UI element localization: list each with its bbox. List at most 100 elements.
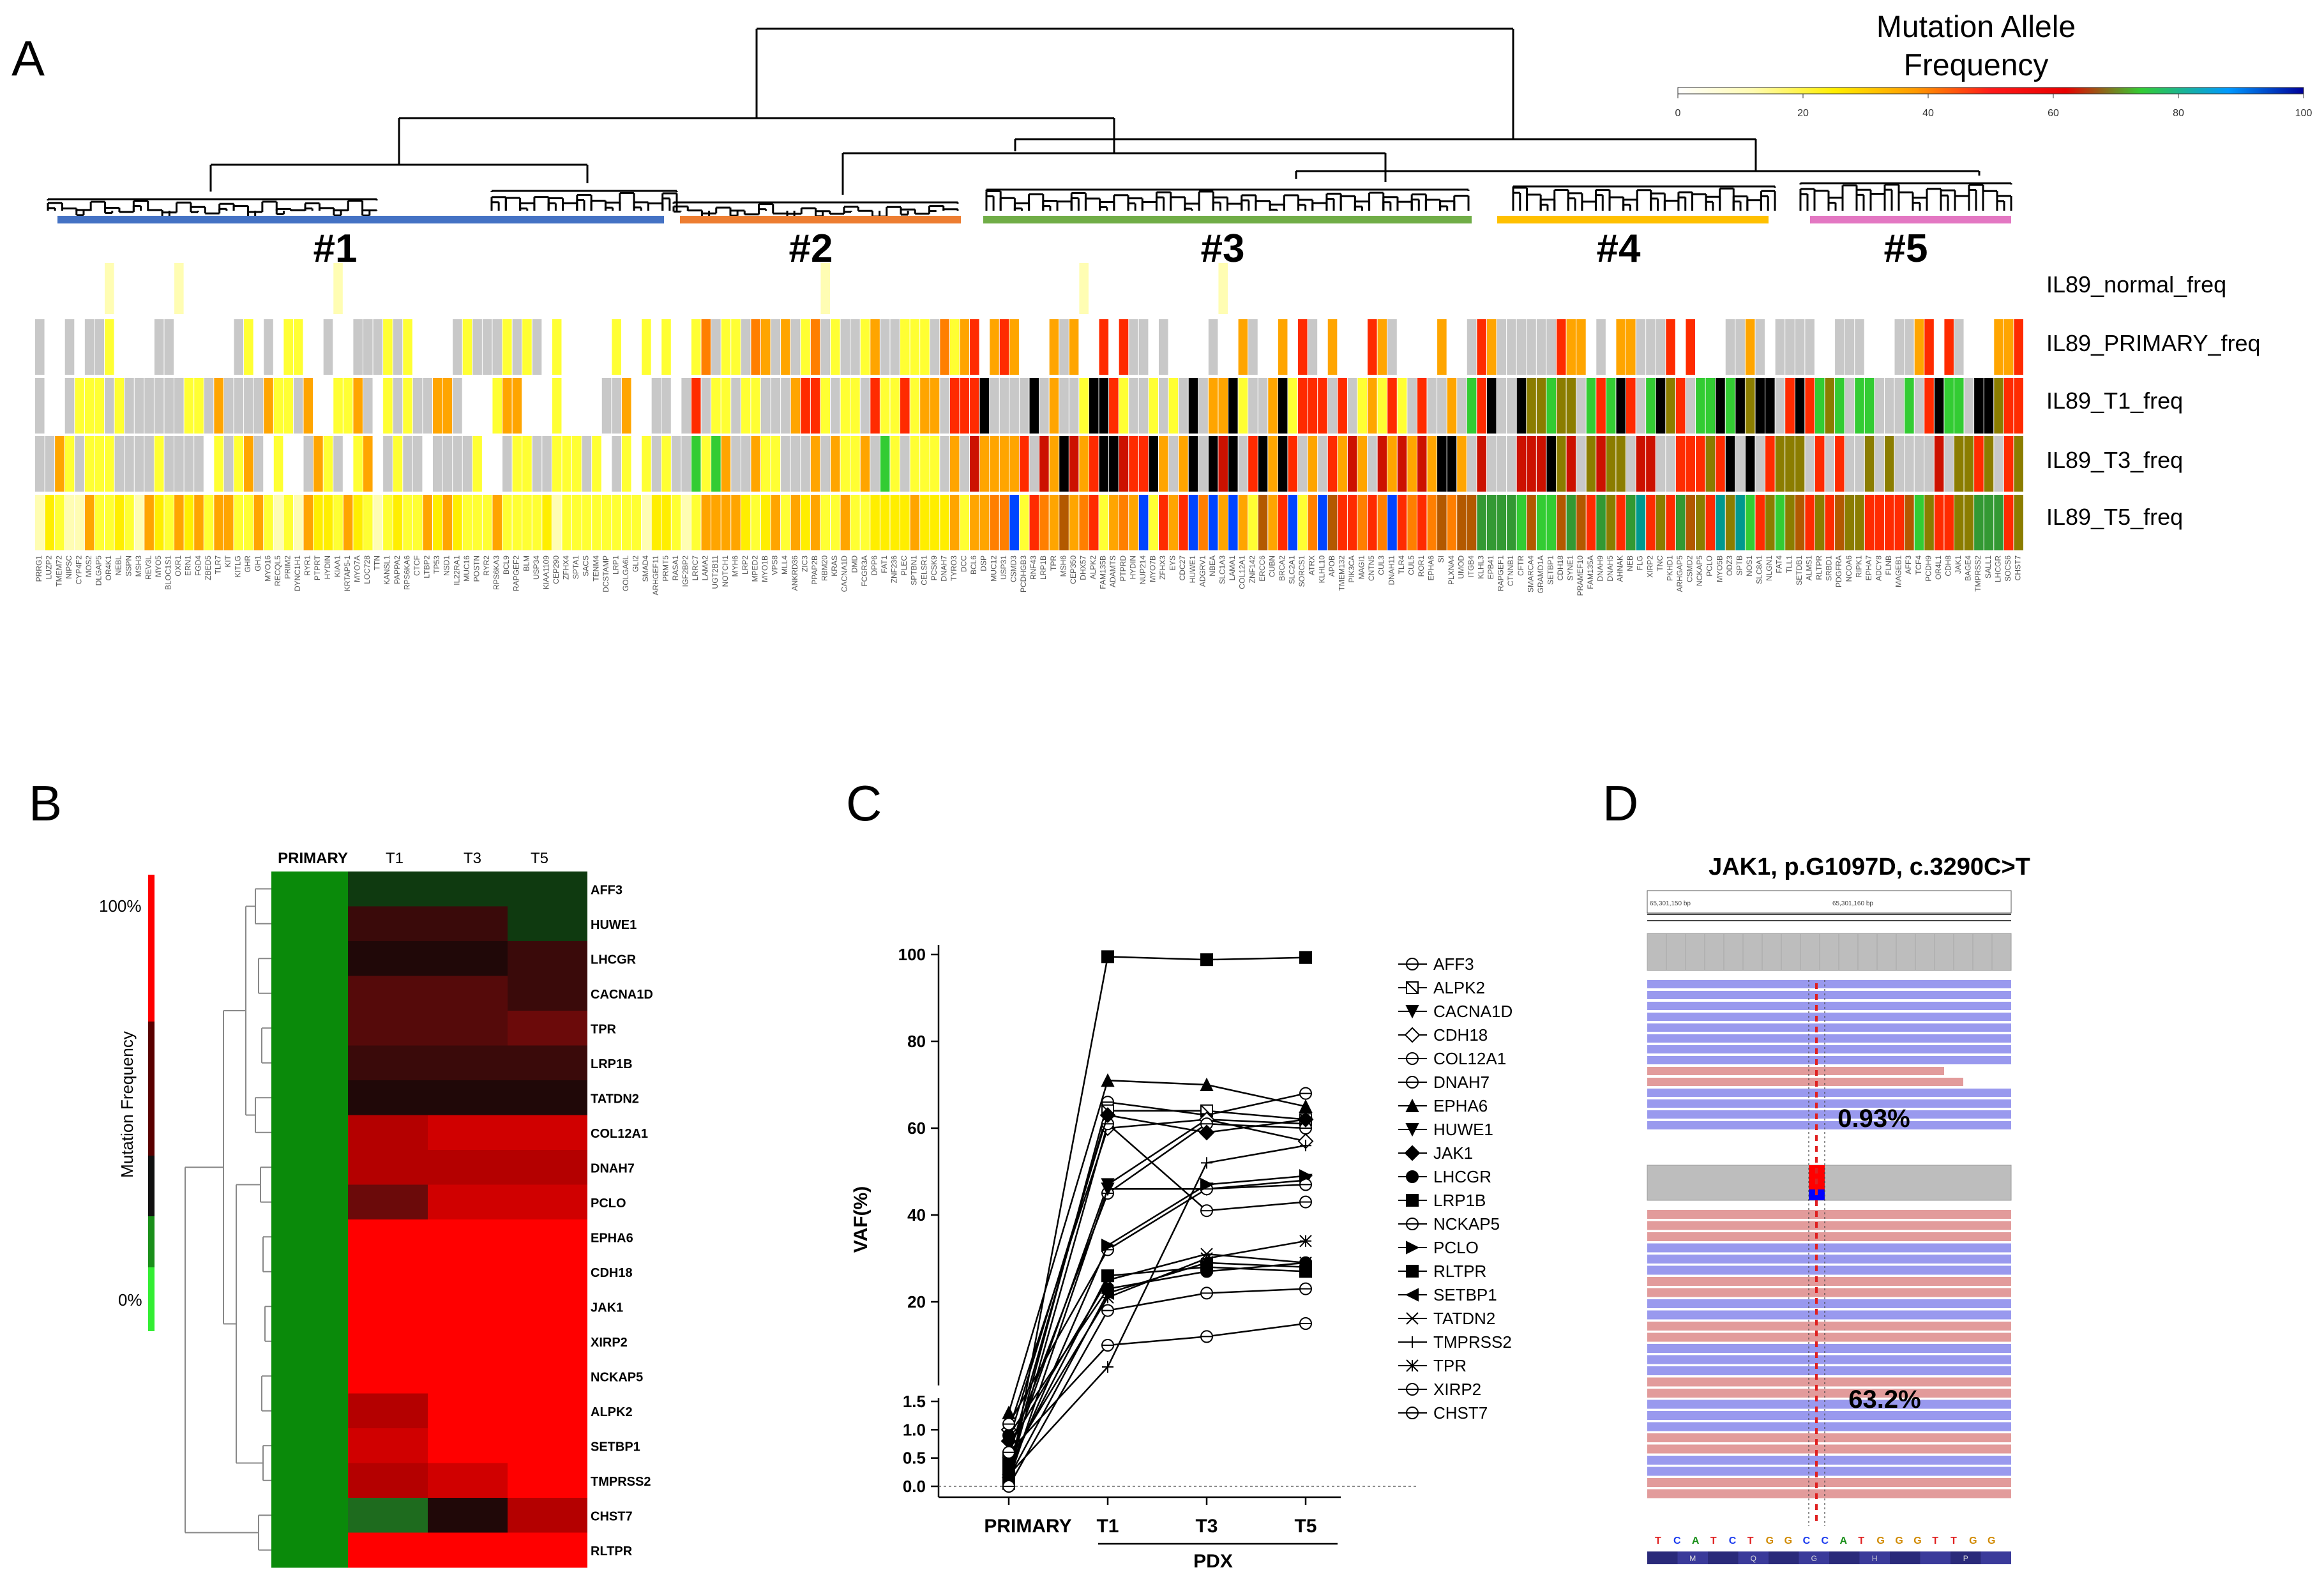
heatmap-cell <box>105 495 114 550</box>
heatmap-cell <box>920 319 930 375</box>
heatmap-cell <box>1188 436 1198 492</box>
legend-label-LRP1B: LRP1B <box>1433 1191 1486 1210</box>
gene-label: GH1 <box>253 555 262 571</box>
igv-read <box>1647 1023 2011 1032</box>
panel-b-row-AFF3: AFF3 <box>591 883 622 897</box>
gene-label: TLR7 <box>213 555 222 575</box>
heatmap-cell <box>283 495 293 550</box>
heatmap-cell <box>1149 436 1158 492</box>
gene-label: ARHGAP5 <box>1675 555 1684 592</box>
heatmap-cell <box>1138 436 1149 492</box>
heatmap-cell <box>771 495 781 550</box>
heatmap-cell <box>84 378 94 434</box>
heatmap-cell <box>124 495 134 550</box>
heatmap-cell <box>1208 436 1218 492</box>
igv-read <box>1647 1232 2011 1241</box>
gene-label: PLXNA4 <box>1447 555 1456 585</box>
igv-mismatch <box>1815 1428 1818 1434</box>
igv-mismatch <box>1815 1320 1818 1325</box>
heatmap-cell <box>1944 319 1954 375</box>
panel-a-legend-bar <box>1677 87 2304 94</box>
heatmap-cell <box>1318 436 1327 492</box>
legend-label-TPR: TPR <box>1433 1356 1467 1375</box>
heatmap-cell <box>1387 495 1397 550</box>
gene-label: TENM4 <box>591 555 600 582</box>
gene-label: CTNNB1 <box>1506 555 1515 586</box>
heatmap-cell <box>453 436 462 492</box>
gene-label: TNC <box>1656 555 1664 571</box>
heatmap-cell <box>1009 436 1019 492</box>
heatmap-cell <box>234 436 244 492</box>
heatmap-cell <box>1984 378 1994 434</box>
panel-c-ytick-label: 100 <box>898 945 926 964</box>
heatmap-cell <box>1188 495 1198 550</box>
heatmap-cell <box>910 436 920 492</box>
heatmap-cell <box>433 436 442 492</box>
igv-read <box>1647 1310 2011 1320</box>
heatmap-cell <box>1716 436 1725 492</box>
series-CHST7 <box>1002 1282 1312 1493</box>
panel-c-ytick-label: 40 <box>907 1205 926 1225</box>
heatmap-cell <box>1298 436 1308 492</box>
heatmap-cell <box>1934 378 1944 434</box>
igv-mismatch <box>1815 1450 1818 1456</box>
igv-mismatch <box>1815 1233 1818 1239</box>
gene-label: IGF2BP2 <box>681 555 690 587</box>
panel-b-cell <box>348 1254 428 1290</box>
heatmap-cell <box>751 378 760 434</box>
heatmap-cell <box>154 495 164 550</box>
gene-label: DNAH5 <box>1606 555 1615 582</box>
gene-label: TP53 <box>432 555 441 574</box>
heatmap-cell <box>55 495 64 550</box>
gene-label: MSH3 <box>134 555 143 577</box>
heatmap-cell <box>373 319 383 375</box>
panel-b-cell <box>348 1498 428 1533</box>
heatmap-cell <box>1228 495 1238 550</box>
gene-label: PAPPA2 <box>393 555 402 584</box>
heatmap-cell <box>462 319 472 375</box>
gene-label: SRBD1 <box>1825 555 1834 581</box>
heatmap-cell <box>1357 436 1368 492</box>
heatmap-cell <box>1805 319 1815 375</box>
legend-tick-label: 80 <box>2173 108 2184 119</box>
gene-label: PIK3CA <box>1347 555 1356 583</box>
gene-label: ITGB4 <box>1467 555 1475 578</box>
heatmap-cell <box>691 378 701 434</box>
igv-read <box>1647 1056 2011 1064</box>
heatmap-cell <box>1745 436 1755 492</box>
igv-read <box>1647 1299 2011 1308</box>
heatmap-cell <box>1308 378 1318 434</box>
gene-label: SORCS1 <box>1297 555 1306 587</box>
heatmap-cell <box>1218 436 1228 492</box>
heatmap-cell <box>1964 495 1974 550</box>
panel-b-cell <box>428 1045 508 1081</box>
panel-c-legend: AFF3 ALPK2 CACNA1D CDH18 COL12A1 DNAH7 EPHA6 HU… <box>1398 954 1513 1422</box>
heatmap-cell <box>820 436 830 492</box>
heatmap-cell <box>781 495 790 550</box>
series-marker-detail <box>1101 1274 1114 1286</box>
gene-label: TLR4 <box>1397 555 1406 575</box>
panel-b-cell <box>271 976 348 1011</box>
panel-b-cell <box>508 1254 587 1290</box>
gene-label: XIRP2 <box>1645 555 1654 578</box>
heatmap-cell <box>1168 378 1179 434</box>
panel-b: B 100% 0% Mutation Frequency PRIMARY T1 T3… <box>29 775 653 1568</box>
igv-read <box>1647 991 2011 999</box>
gene-label: NCOA6 <box>1845 555 1853 582</box>
heatmap-cell <box>532 319 542 375</box>
gene-label: ALPK2 <box>1089 555 1098 580</box>
heatmap-cell <box>1616 378 1626 434</box>
heatmap-cell <box>194 436 204 492</box>
igv-base: G <box>1895 1535 1903 1546</box>
panel-c-ytick-label: 80 <box>907 1032 926 1051</box>
heatmap-cell <box>1507 319 1516 375</box>
heatmap-cell <box>1447 378 1457 434</box>
gene-label: TYRO3 <box>949 555 958 581</box>
heatmap-cell <box>1039 378 1049 434</box>
heatmap-cell <box>1009 319 1019 375</box>
heatmap-cell <box>244 436 253 492</box>
heatmap-cell <box>1099 319 1109 375</box>
gene-label: ROR1 <box>1417 555 1426 577</box>
heatmap-cell <box>412 495 423 550</box>
heatmap-cell <box>283 319 293 375</box>
